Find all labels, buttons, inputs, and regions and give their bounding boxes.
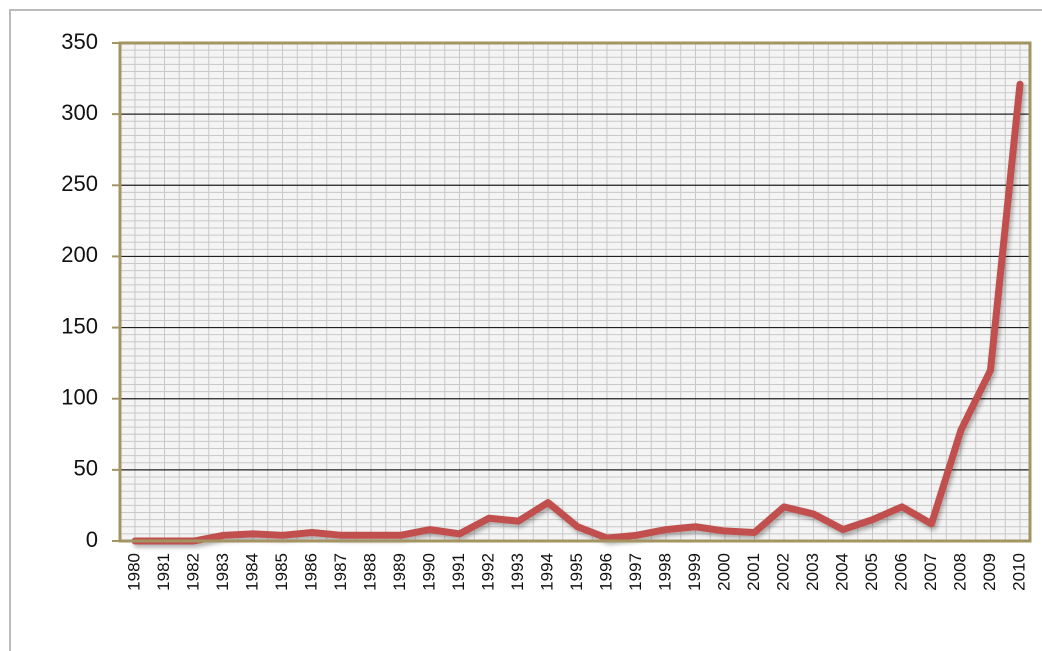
x-tick-label: 2009 (980, 553, 999, 591)
frame (9, 9, 1042, 651)
y-tick-label: 50 (74, 456, 98, 481)
x-tick-label: 1982 (183, 553, 202, 591)
x-tick-label: 1990 (419, 553, 438, 591)
x-tick-label: 1987 (331, 553, 350, 591)
x-tick-label: 2001 (744, 553, 763, 591)
x-tick-label: 2004 (832, 553, 851, 591)
x-tick-label: 2002 (773, 553, 792, 591)
y-tick-label: 100 (61, 385, 98, 410)
x-tick-label: 1994 (537, 553, 556, 591)
y-tick-label: 350 (61, 29, 98, 54)
y-tick-label: 250 (61, 171, 98, 196)
x-tick-label: 1980 (124, 553, 143, 591)
y-tick-label: 200 (61, 242, 98, 267)
marks (131, 80, 1024, 545)
line-series (131, 80, 1024, 545)
plot-border (118, 41, 1032, 543)
x-tick-label: 2008 (950, 553, 969, 591)
x-tick-label: 1986 (301, 553, 320, 591)
x-tick-label: 1985 (272, 553, 291, 591)
x-tick-label: 2003 (803, 553, 822, 591)
x-tick-label: 1993 (508, 553, 527, 591)
x-tick-label: 1995 (567, 553, 586, 591)
x-tick-label: 1997 (626, 553, 645, 591)
y-tick-label: 300 (61, 100, 98, 125)
x-tick-label: 1991 (449, 553, 468, 591)
x-tick-label: 1998 (655, 553, 674, 591)
x-tick-label: 1989 (390, 553, 409, 591)
x-tick-label: 2005 (862, 553, 881, 591)
x-tick-label: 2007 (921, 553, 940, 591)
y-tick-label: 150 (61, 313, 98, 338)
x-tick-label: 1983 (213, 553, 232, 591)
x-tick-label: 1984 (242, 553, 261, 591)
x-tick-label: 1992 (478, 553, 497, 591)
x-tick-label: 1999 (685, 553, 704, 591)
x-tick-label: 2006 (891, 553, 910, 591)
x-tick-label: 2010 (1009, 553, 1028, 591)
x-tick-label: 2000 (714, 553, 733, 591)
x-tick-label: 1996 (596, 553, 615, 591)
x-tick-label: 1981 (154, 553, 173, 591)
y-tick-label: 0 (86, 527, 98, 552)
x-tick-label: 1988 (360, 553, 379, 591)
